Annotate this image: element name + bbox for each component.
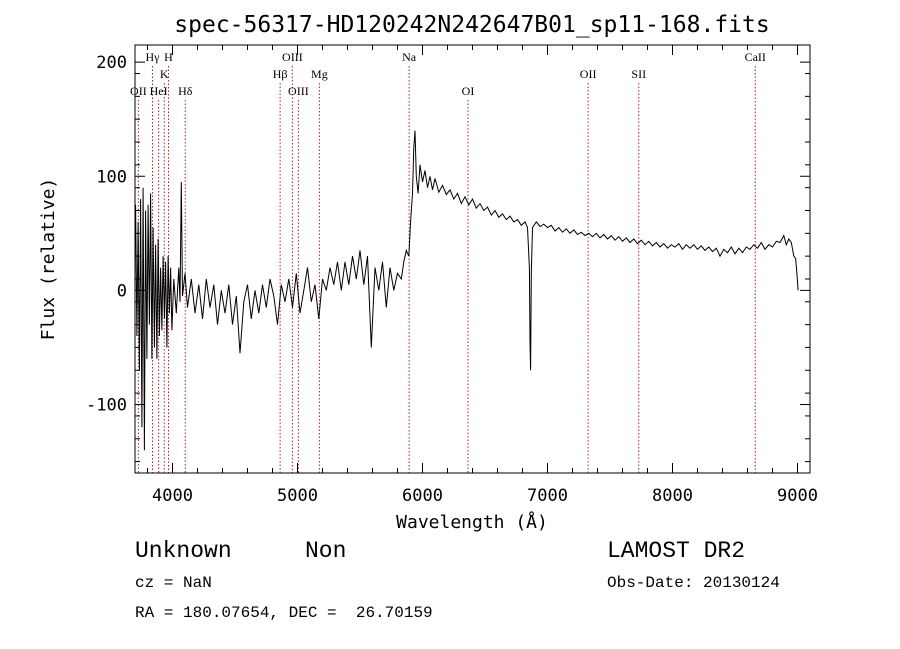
spectral-line-label: OII — [130, 84, 147, 98]
y-axis-label: Flux (relative) — [38, 178, 59, 341]
spectral-line-label: H — [164, 50, 173, 64]
spectral-line-markers — [137, 66, 756, 473]
y-tick-label: 200 — [96, 53, 127, 73]
plot-frame — [134, 44, 811, 474]
x-tick-label: 5000 — [277, 486, 318, 506]
y-tick-label: 0 — [117, 281, 127, 301]
ra-dec-coordinates: RA = 180.07654, DEC = 26.70159 — [135, 604, 433, 622]
spectral-line-label: Hδ — [178, 84, 193, 98]
x-tick-label: 8000 — [652, 486, 693, 506]
spectrum-line — [135, 130, 799, 451]
x-axis-label: Wavelength (Å) — [396, 511, 548, 533]
spectral-line-label: OIII — [288, 84, 309, 98]
object-subclass: Non — [305, 538, 347, 564]
spectral-line-label: SII — [631, 67, 646, 81]
x-tick-label: 4000 — [152, 486, 193, 506]
redshift-cz: cz = NaN — [135, 574, 212, 592]
object-class: Unknown — [135, 538, 232, 564]
axis-tick-labels: 4000 5000 6000 7000 8000 9000 -100 0 100 200 — [86, 53, 818, 506]
x-tick-label: 7000 — [527, 486, 568, 506]
spectral-line-label: CaII — [745, 50, 766, 64]
observation-date: Obs-Date: 20130124 — [607, 574, 780, 592]
spectral-line-label: Hγ — [146, 50, 161, 64]
spectral-line-label: Mg — [311, 67, 328, 81]
spectral-line-label: Na — [402, 50, 417, 64]
x-tick-label: 9000 — [777, 486, 818, 506]
chart-title: spec-56317-HD120242N242647B01_sp11-168.f… — [174, 12, 769, 38]
axis-ticks — [135, 45, 810, 473]
spectral-line-label: OI — [462, 84, 475, 98]
survey-name: LAMOST DR2 — [607, 538, 746, 564]
spectral-line-label: HeI — [150, 84, 168, 98]
y-tick-label: 100 — [96, 167, 127, 187]
y-tick-label: -100 — [86, 396, 127, 416]
spectral-line-label: Hβ — [273, 67, 288, 81]
spectral-line-label: K — [160, 67, 169, 81]
spectral-line-label: OII — [580, 67, 597, 81]
x-tick-label: 6000 — [402, 486, 443, 506]
spectral-line-label: OIII — [282, 50, 303, 64]
